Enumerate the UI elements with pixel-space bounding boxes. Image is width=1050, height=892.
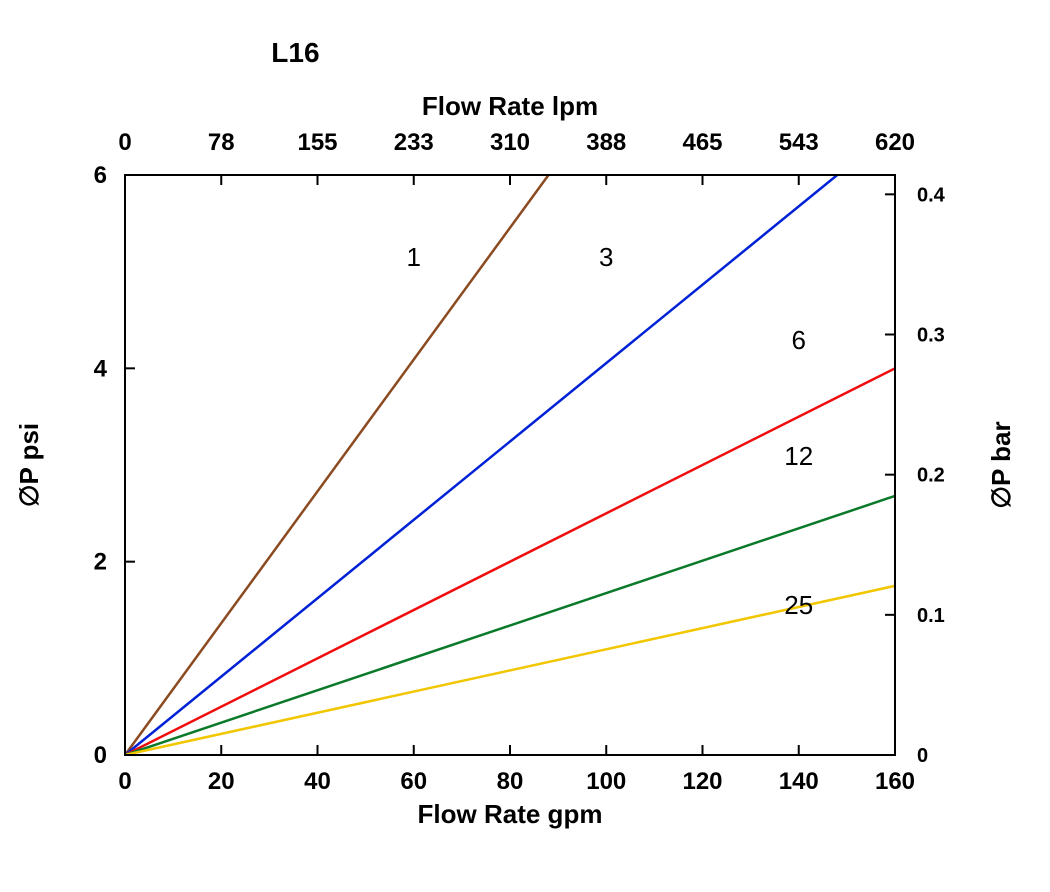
x-bottom-tick-label: 140 bbox=[779, 768, 819, 795]
y-right-tick-label: 0.1 bbox=[917, 605, 945, 627]
x-top-tick-label: 78 bbox=[208, 129, 235, 156]
pressure-drop-chart: L16Flow Rate lpm078155233310388465543620… bbox=[0, 0, 1050, 892]
x-top-tick-label: 620 bbox=[875, 129, 915, 156]
x-top-tick-label: 155 bbox=[297, 129, 337, 156]
y-left-tick-label: 2 bbox=[94, 549, 107, 576]
x-top-tick-label: 543 bbox=[779, 129, 819, 156]
y-right-tick-label: 0 bbox=[917, 745, 928, 767]
series-label-12: 12 bbox=[784, 441, 813, 471]
series-label-6: 6 bbox=[792, 325, 806, 355]
y-left-tick-label: 0 bbox=[94, 742, 107, 769]
x-top-tick-label: 233 bbox=[394, 129, 434, 156]
x-top-tick-label: 465 bbox=[682, 129, 722, 156]
chart-title: L16 bbox=[271, 37, 319, 68]
y-left-axis-label: ∅P psi bbox=[14, 423, 44, 507]
x-bottom-tick-label: 120 bbox=[682, 768, 722, 795]
x-top-axis-label: Flow Rate lpm bbox=[422, 91, 598, 121]
x-bottom-axis-label: Flow Rate gpm bbox=[418, 799, 603, 829]
x-bottom-tick-label: 20 bbox=[208, 768, 235, 795]
y-right-tick-label: 0.4 bbox=[917, 184, 946, 206]
y-right-tick-label: 0.3 bbox=[917, 325, 945, 347]
y-left-tick-label: 6 bbox=[94, 162, 107, 189]
x-top-tick-label: 388 bbox=[586, 129, 626, 156]
y-right-tick-label: 0.2 bbox=[917, 465, 945, 487]
series-label-1: 1 bbox=[407, 242, 421, 272]
x-bottom-tick-label: 60 bbox=[400, 768, 427, 795]
x-top-tick-label: 310 bbox=[490, 129, 530, 156]
series-label-3: 3 bbox=[599, 242, 613, 272]
x-top-tick-label: 0 bbox=[118, 129, 131, 156]
series-label-25: 25 bbox=[784, 590, 813, 620]
x-bottom-tick-label: 80 bbox=[497, 768, 524, 795]
y-right-axis-label: ∅P bar bbox=[986, 421, 1016, 508]
x-bottom-tick-label: 0 bbox=[118, 768, 131, 795]
x-bottom-tick-label: 160 bbox=[875, 768, 915, 795]
x-bottom-tick-label: 40 bbox=[304, 768, 331, 795]
y-left-tick-label: 4 bbox=[94, 355, 108, 382]
x-bottom-tick-label: 100 bbox=[586, 768, 626, 795]
